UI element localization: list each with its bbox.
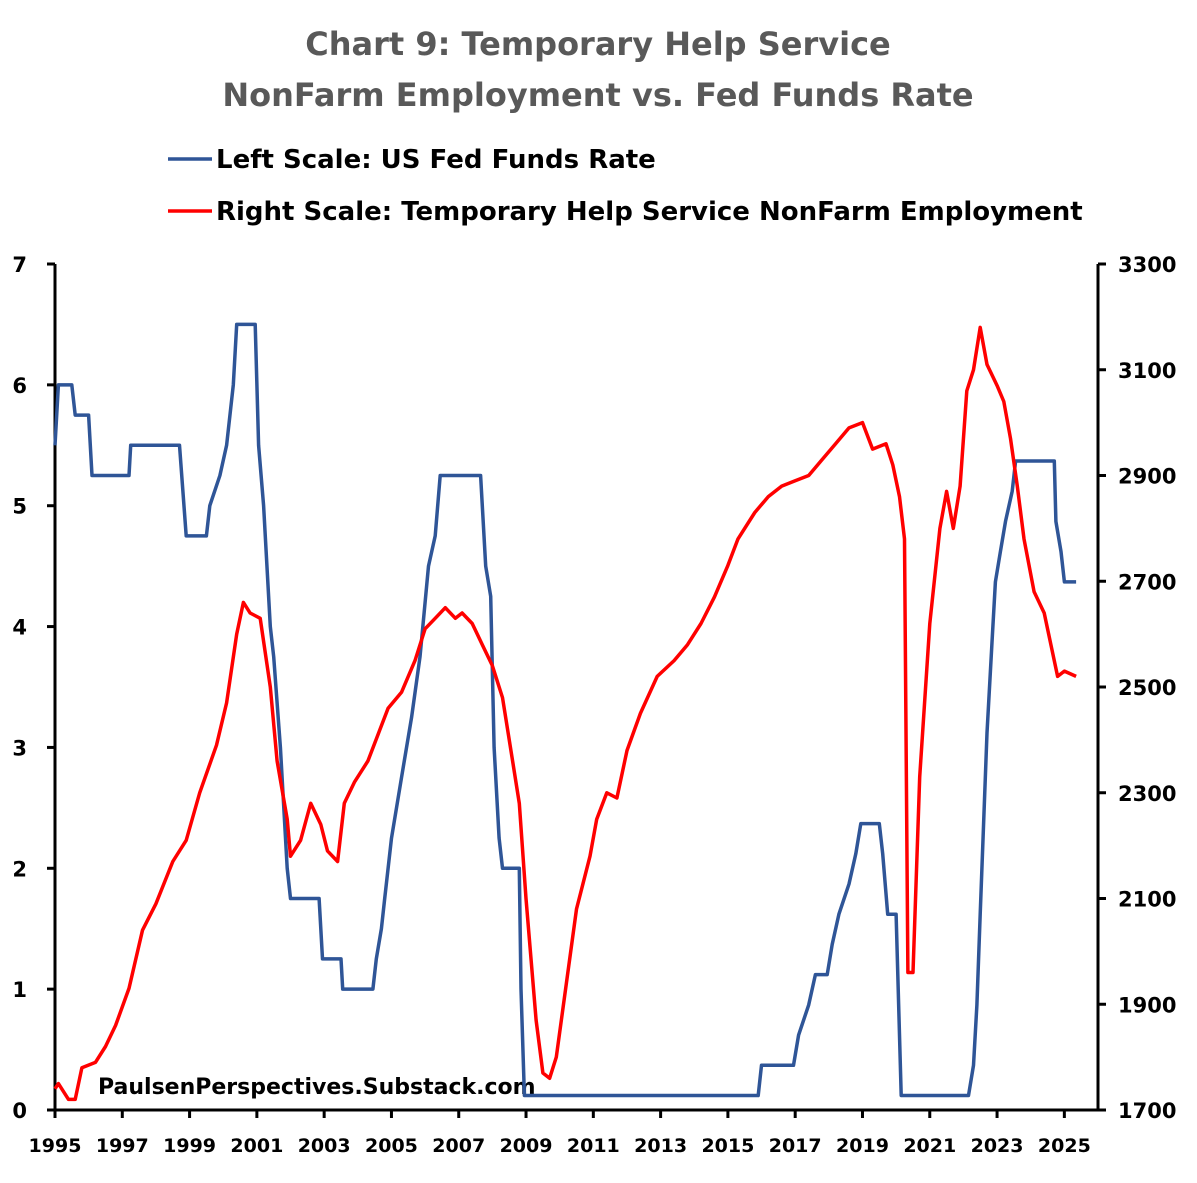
x-tick-label: 2025 <box>1038 1135 1091 1157</box>
x-tick-label: 2023 <box>971 1135 1024 1157</box>
y-tick-label: 3 <box>12 736 27 760</box>
x-tick-label: 2007 <box>432 1135 485 1157</box>
y-tick-label: 6 <box>12 374 27 398</box>
x-tick-label: 2011 <box>567 1135 620 1157</box>
y2-tick-label: 3100 <box>1118 359 1176 383</box>
y-tick-label: 5 <box>12 495 27 519</box>
chart-title: Chart 9: Temporary Help Service <box>305 25 890 63</box>
y-tick-label: 2 <box>12 857 27 881</box>
chart-title: NonFarm Employment vs. Fed Funds Rate <box>222 76 973 114</box>
y2-tick-label: 2700 <box>1118 570 1176 594</box>
x-tick-label: 2019 <box>836 1135 889 1157</box>
x-tick-label: 1999 <box>163 1135 216 1157</box>
y-tick-label: 0 <box>12 1099 27 1123</box>
x-tick-label: 2003 <box>298 1135 351 1157</box>
x-tick-label: 2021 <box>903 1135 956 1157</box>
y2-tick-label: 1900 <box>1118 993 1176 1017</box>
y-tick-label: 4 <box>12 616 27 640</box>
legend-label: Left Scale: US Fed Funds Rate <box>216 145 656 175</box>
x-tick-label: 2005 <box>365 1135 418 1157</box>
y2-tick-label: 2900 <box>1118 465 1176 489</box>
x-tick-label: 1995 <box>29 1135 82 1157</box>
x-tick-label: 2015 <box>701 1135 754 1157</box>
y2-tick-label: 2100 <box>1118 888 1176 912</box>
y2-tick-label: 2500 <box>1118 676 1176 700</box>
x-tick-label: 2017 <box>769 1135 822 1157</box>
x-tick-label: 2001 <box>230 1135 283 1157</box>
x-tick-label: 2013 <box>634 1135 687 1157</box>
series-line <box>53 322 1077 1098</box>
y2-tick-label: 2300 <box>1118 782 1176 806</box>
y2-tick-label: 1700 <box>1118 1099 1176 1123</box>
legend-label: Right Scale: Temporary Help Service NonF… <box>216 197 1083 227</box>
x-tick-label: 1997 <box>96 1135 149 1157</box>
series-line <box>53 325 1077 1102</box>
y-tick-label: 1 <box>12 978 27 1002</box>
y-tick-label: 7 <box>12 253 27 277</box>
annotation: PaulsenPerspectives.Substack.com <box>98 1075 536 1100</box>
x-tick-label: 2009 <box>500 1135 553 1157</box>
y2-tick-label: 3300 <box>1118 253 1176 277</box>
